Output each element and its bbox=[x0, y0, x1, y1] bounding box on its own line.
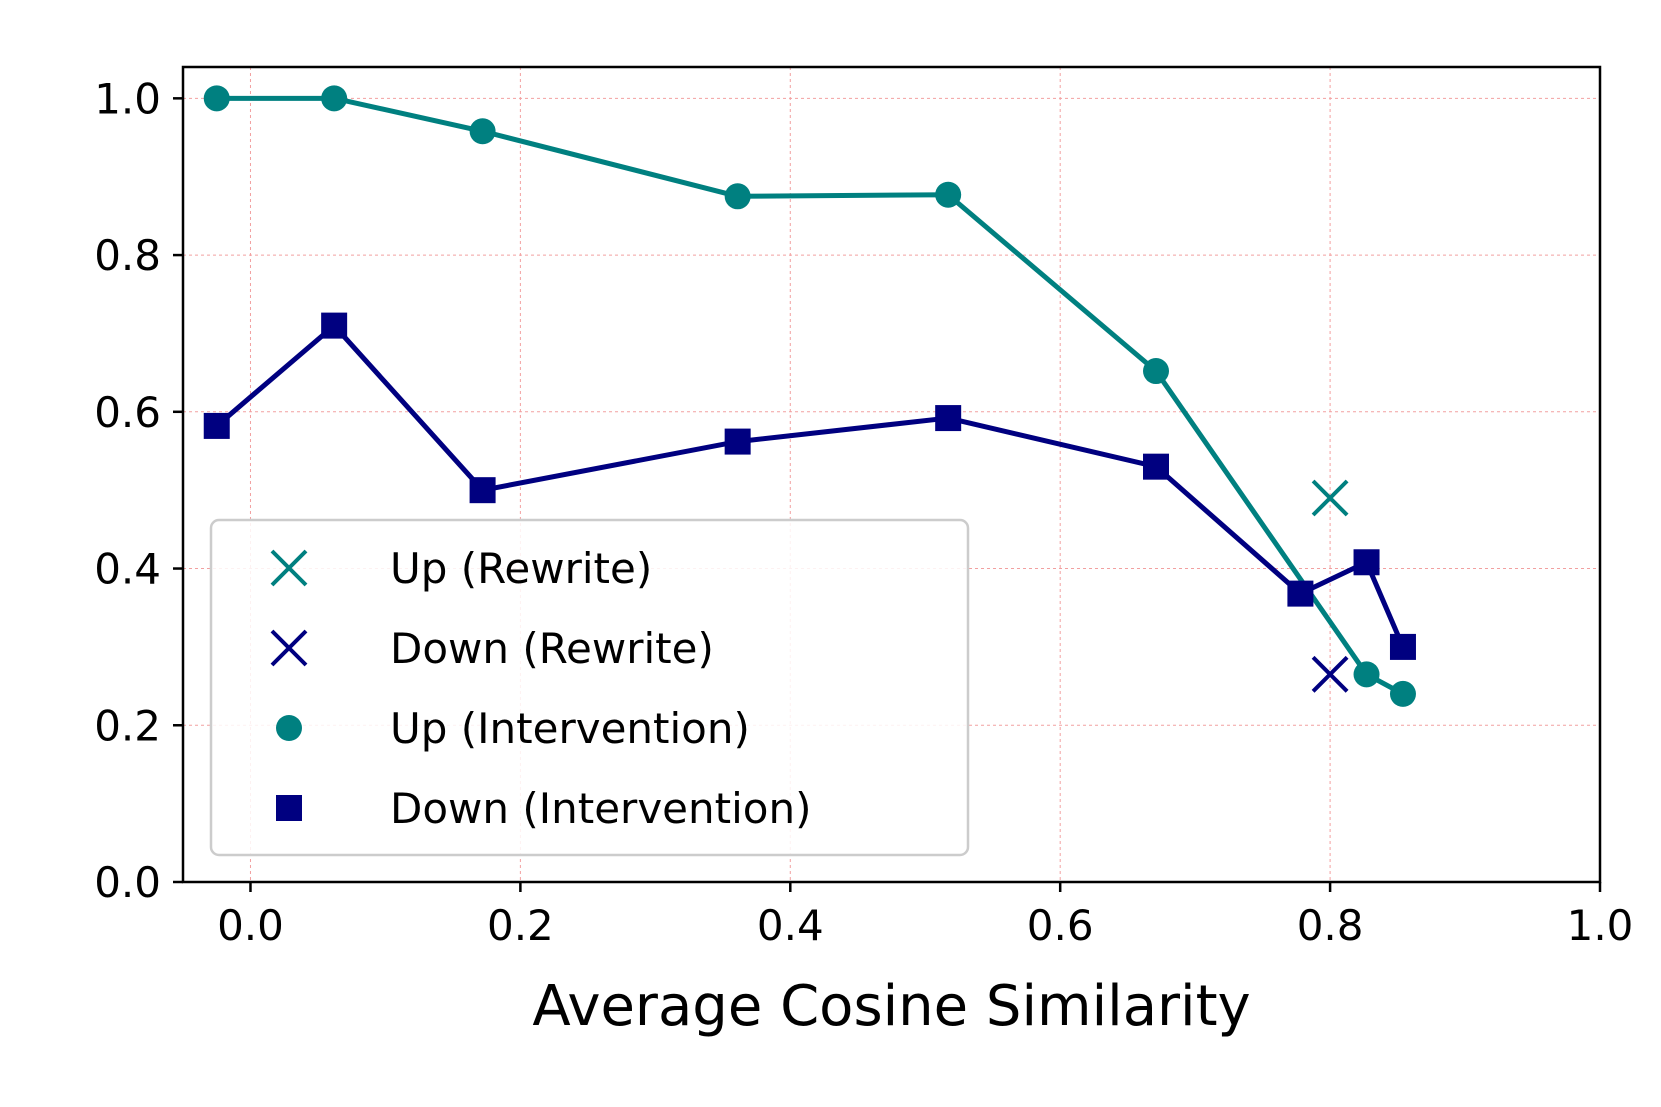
x-tick-label: 0.6 bbox=[1027, 901, 1094, 950]
legend-item: Up (Intervention) bbox=[276, 704, 750, 753]
data-point bbox=[1311, 655, 1349, 693]
data-point bbox=[935, 405, 962, 432]
y-tick-label: 0.2 bbox=[94, 701, 161, 750]
series-1 bbox=[1311, 479, 1349, 517]
data-point bbox=[469, 477, 496, 504]
legend-marker bbox=[276, 715, 302, 741]
y-tick-label: 1.0 bbox=[94, 74, 161, 123]
series-line bbox=[216, 95, 1405, 697]
series-2 bbox=[1311, 655, 1349, 693]
data-point bbox=[1311, 479, 1349, 517]
legend-label: Up (Rewrite) bbox=[390, 544, 652, 593]
data-point bbox=[1389, 680, 1416, 707]
x-tick-label: 0.0 bbox=[217, 901, 284, 950]
data-point bbox=[203, 85, 230, 112]
y-tick-label: 0.8 bbox=[94, 231, 161, 280]
data-point bbox=[724, 183, 751, 210]
x-axis-label: Average Cosine Similarity bbox=[532, 974, 1250, 1039]
legend-label: Down (Rewrite) bbox=[390, 624, 714, 673]
data-point bbox=[1353, 549, 1380, 576]
y-tick-label: 0.6 bbox=[94, 388, 161, 437]
legend-item: Down (Rewrite) bbox=[270, 624, 714, 673]
legend-marker bbox=[270, 549, 308, 587]
data-point bbox=[935, 181, 962, 208]
plot-frame bbox=[181, 65, 1602, 884]
legend: Up (Rewrite) Down (Rewrite) Up (Interventi… bbox=[209, 518, 970, 857]
series-4 bbox=[203, 312, 1416, 660]
data-point bbox=[1143, 358, 1170, 385]
x-tick-label: 0.4 bbox=[757, 901, 824, 950]
data-point bbox=[321, 85, 348, 112]
legend-label: Down (Intervention) bbox=[390, 784, 811, 833]
legend-label: Up (Intervention) bbox=[390, 704, 750, 753]
x-tick-label: 0.2 bbox=[487, 901, 554, 950]
x-axis: 0.0 0.2 0.4 0.6 0.8 1.0 bbox=[217, 882, 1633, 950]
legend-item: Up (Rewrite) bbox=[270, 544, 652, 593]
series-layer bbox=[203, 85, 1416, 707]
legend-box bbox=[209, 518, 970, 857]
data-point bbox=[469, 118, 496, 145]
data-point bbox=[724, 428, 751, 455]
data-point bbox=[1389, 633, 1416, 660]
data-point bbox=[321, 312, 348, 339]
legend-item: Down (Intervention) bbox=[276, 784, 811, 833]
y-tick-label: 0.0 bbox=[94, 858, 161, 907]
x-tick-label: 0.8 bbox=[1297, 901, 1364, 950]
legend-marker bbox=[276, 795, 302, 821]
data-point bbox=[1353, 661, 1380, 688]
series-3 bbox=[203, 85, 1416, 707]
legend-marker bbox=[270, 629, 308, 667]
y-tick-label: 0.4 bbox=[94, 545, 161, 594]
x-tick-label: 1.0 bbox=[1567, 901, 1634, 950]
data-point bbox=[203, 412, 230, 439]
data-point bbox=[1287, 580, 1314, 607]
data-point bbox=[1143, 453, 1170, 480]
y-axis: 0.0 0.2 0.4 0.6 0.8 1.0 bbox=[94, 74, 183, 907]
